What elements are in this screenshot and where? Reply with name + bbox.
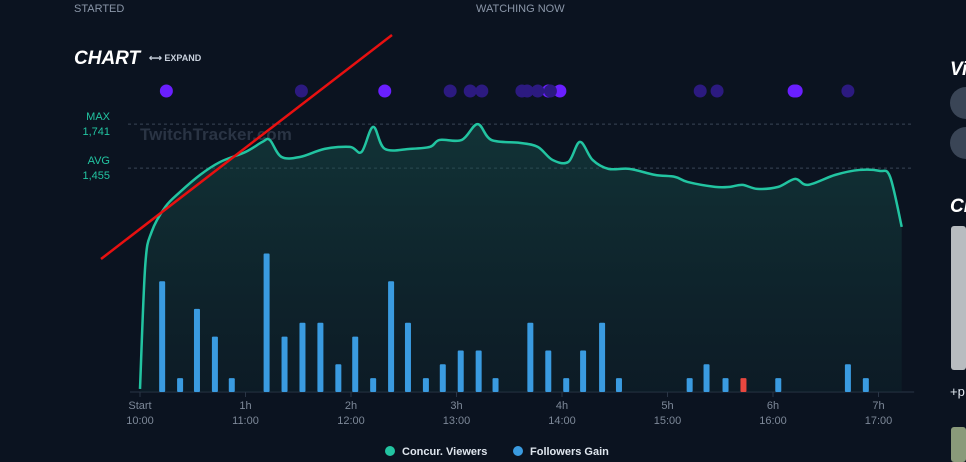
follower-bar (703, 364, 710, 392)
side-more[interactable]: +p (950, 384, 965, 399)
event-marker (693, 84, 707, 98)
legend-label[interactable]: Followers Gain (530, 446, 609, 458)
event-marker (475, 84, 489, 98)
viewers-area (140, 124, 902, 393)
max-value: 1,741 (82, 126, 110, 138)
follower-bar (862, 378, 869, 392)
started-label: STARTED (74, 3, 124, 15)
legend-label[interactable]: Concur. Viewers (402, 446, 487, 458)
follower-bar (545, 350, 552, 392)
event-marker (553, 84, 567, 98)
x-tick-label: 5h (661, 400, 673, 412)
x-tick-label: 4h (556, 400, 568, 412)
follower-bar (527, 322, 534, 392)
follower-bar (352, 336, 359, 392)
event-marker (531, 84, 545, 98)
side-thumbnail[interactable] (951, 427, 966, 462)
plot: Start 10:00 1h 11:00 2h 12:00 3h 13:00 4h 14:00 5h… (82, 84, 915, 427)
x-tick-label: Start (128, 400, 151, 412)
x-tick-time: 11:00 (232, 415, 259, 427)
x-tick-time: 12:00 (337, 415, 365, 427)
follower-bar (211, 336, 218, 392)
follower-bar (563, 378, 570, 392)
x-tick-time: 17:00 (865, 415, 893, 427)
avg-label: AVG (88, 155, 110, 167)
event-marker (543, 84, 557, 98)
x-tick-time: 13:00 (443, 415, 471, 427)
x-tick-label: 2h (345, 400, 357, 412)
expand-button[interactable]: ⟷ EXPAND (149, 53, 202, 63)
x-tick-label: 7h (872, 400, 884, 412)
event-marker (710, 84, 724, 98)
event-marker (789, 84, 803, 98)
x-tick-label: 6h (767, 400, 779, 412)
follower-bar (281, 336, 288, 392)
max-label: MAX (86, 111, 111, 123)
follower-bar (740, 378, 747, 392)
follower-bar (317, 322, 324, 392)
event-marker (159, 84, 173, 98)
follower-bar (844, 364, 851, 392)
legend-swatch (385, 446, 395, 456)
follower-bar (722, 378, 729, 392)
x-tick-label: 1h (239, 400, 251, 412)
follower-bar (457, 350, 464, 392)
follower-bar (599, 322, 606, 392)
follower-bar (263, 253, 270, 392)
watching-now-label: WATCHING NOW (476, 3, 565, 15)
follower-bar (580, 350, 587, 392)
x-tick-label: 3h (450, 400, 462, 412)
x-tick-time: 10:00 (126, 415, 154, 427)
follower-bar (439, 364, 446, 392)
x-tick-time: 15:00 (654, 415, 682, 427)
follower-bar (615, 378, 622, 392)
red-annotation-line (100, 34, 393, 260)
x-tick-time: 16:00 (759, 415, 787, 427)
follower-bar (775, 378, 782, 392)
event-marker (378, 84, 392, 98)
follower-bar (475, 350, 482, 392)
side-heading: Cl (950, 196, 966, 217)
follower-bar (193, 308, 200, 392)
legend-swatch (513, 446, 523, 456)
side-heading: Vi (950, 59, 966, 80)
side-avatar[interactable] (950, 87, 966, 119)
side-avatar[interactable] (950, 127, 966, 159)
follower-bar (159, 281, 166, 392)
follower-bar (177, 378, 184, 392)
follower-bar (335, 364, 342, 392)
follower-bar (422, 378, 429, 392)
event-marker (294, 84, 308, 98)
event-marker (463, 84, 477, 98)
x-tick-time: 14:00 (548, 415, 576, 427)
follower-bar (370, 378, 377, 392)
side-thumbnail[interactable] (951, 226, 966, 370)
follower-bar (686, 378, 693, 392)
event-marker (841, 84, 855, 98)
follower-bar (299, 322, 306, 392)
follower-bar (228, 378, 235, 392)
event-marker (443, 84, 457, 98)
follower-bar (388, 281, 395, 392)
follower-bar (404, 322, 411, 392)
chart-title: CHART (74, 48, 142, 69)
avg-value: 1,455 (82, 170, 110, 182)
event-marker (520, 84, 534, 98)
follower-bar (492, 378, 499, 392)
watermark: TwitchTracker.com (140, 125, 292, 144)
viewers-line (138, 122, 903, 389)
